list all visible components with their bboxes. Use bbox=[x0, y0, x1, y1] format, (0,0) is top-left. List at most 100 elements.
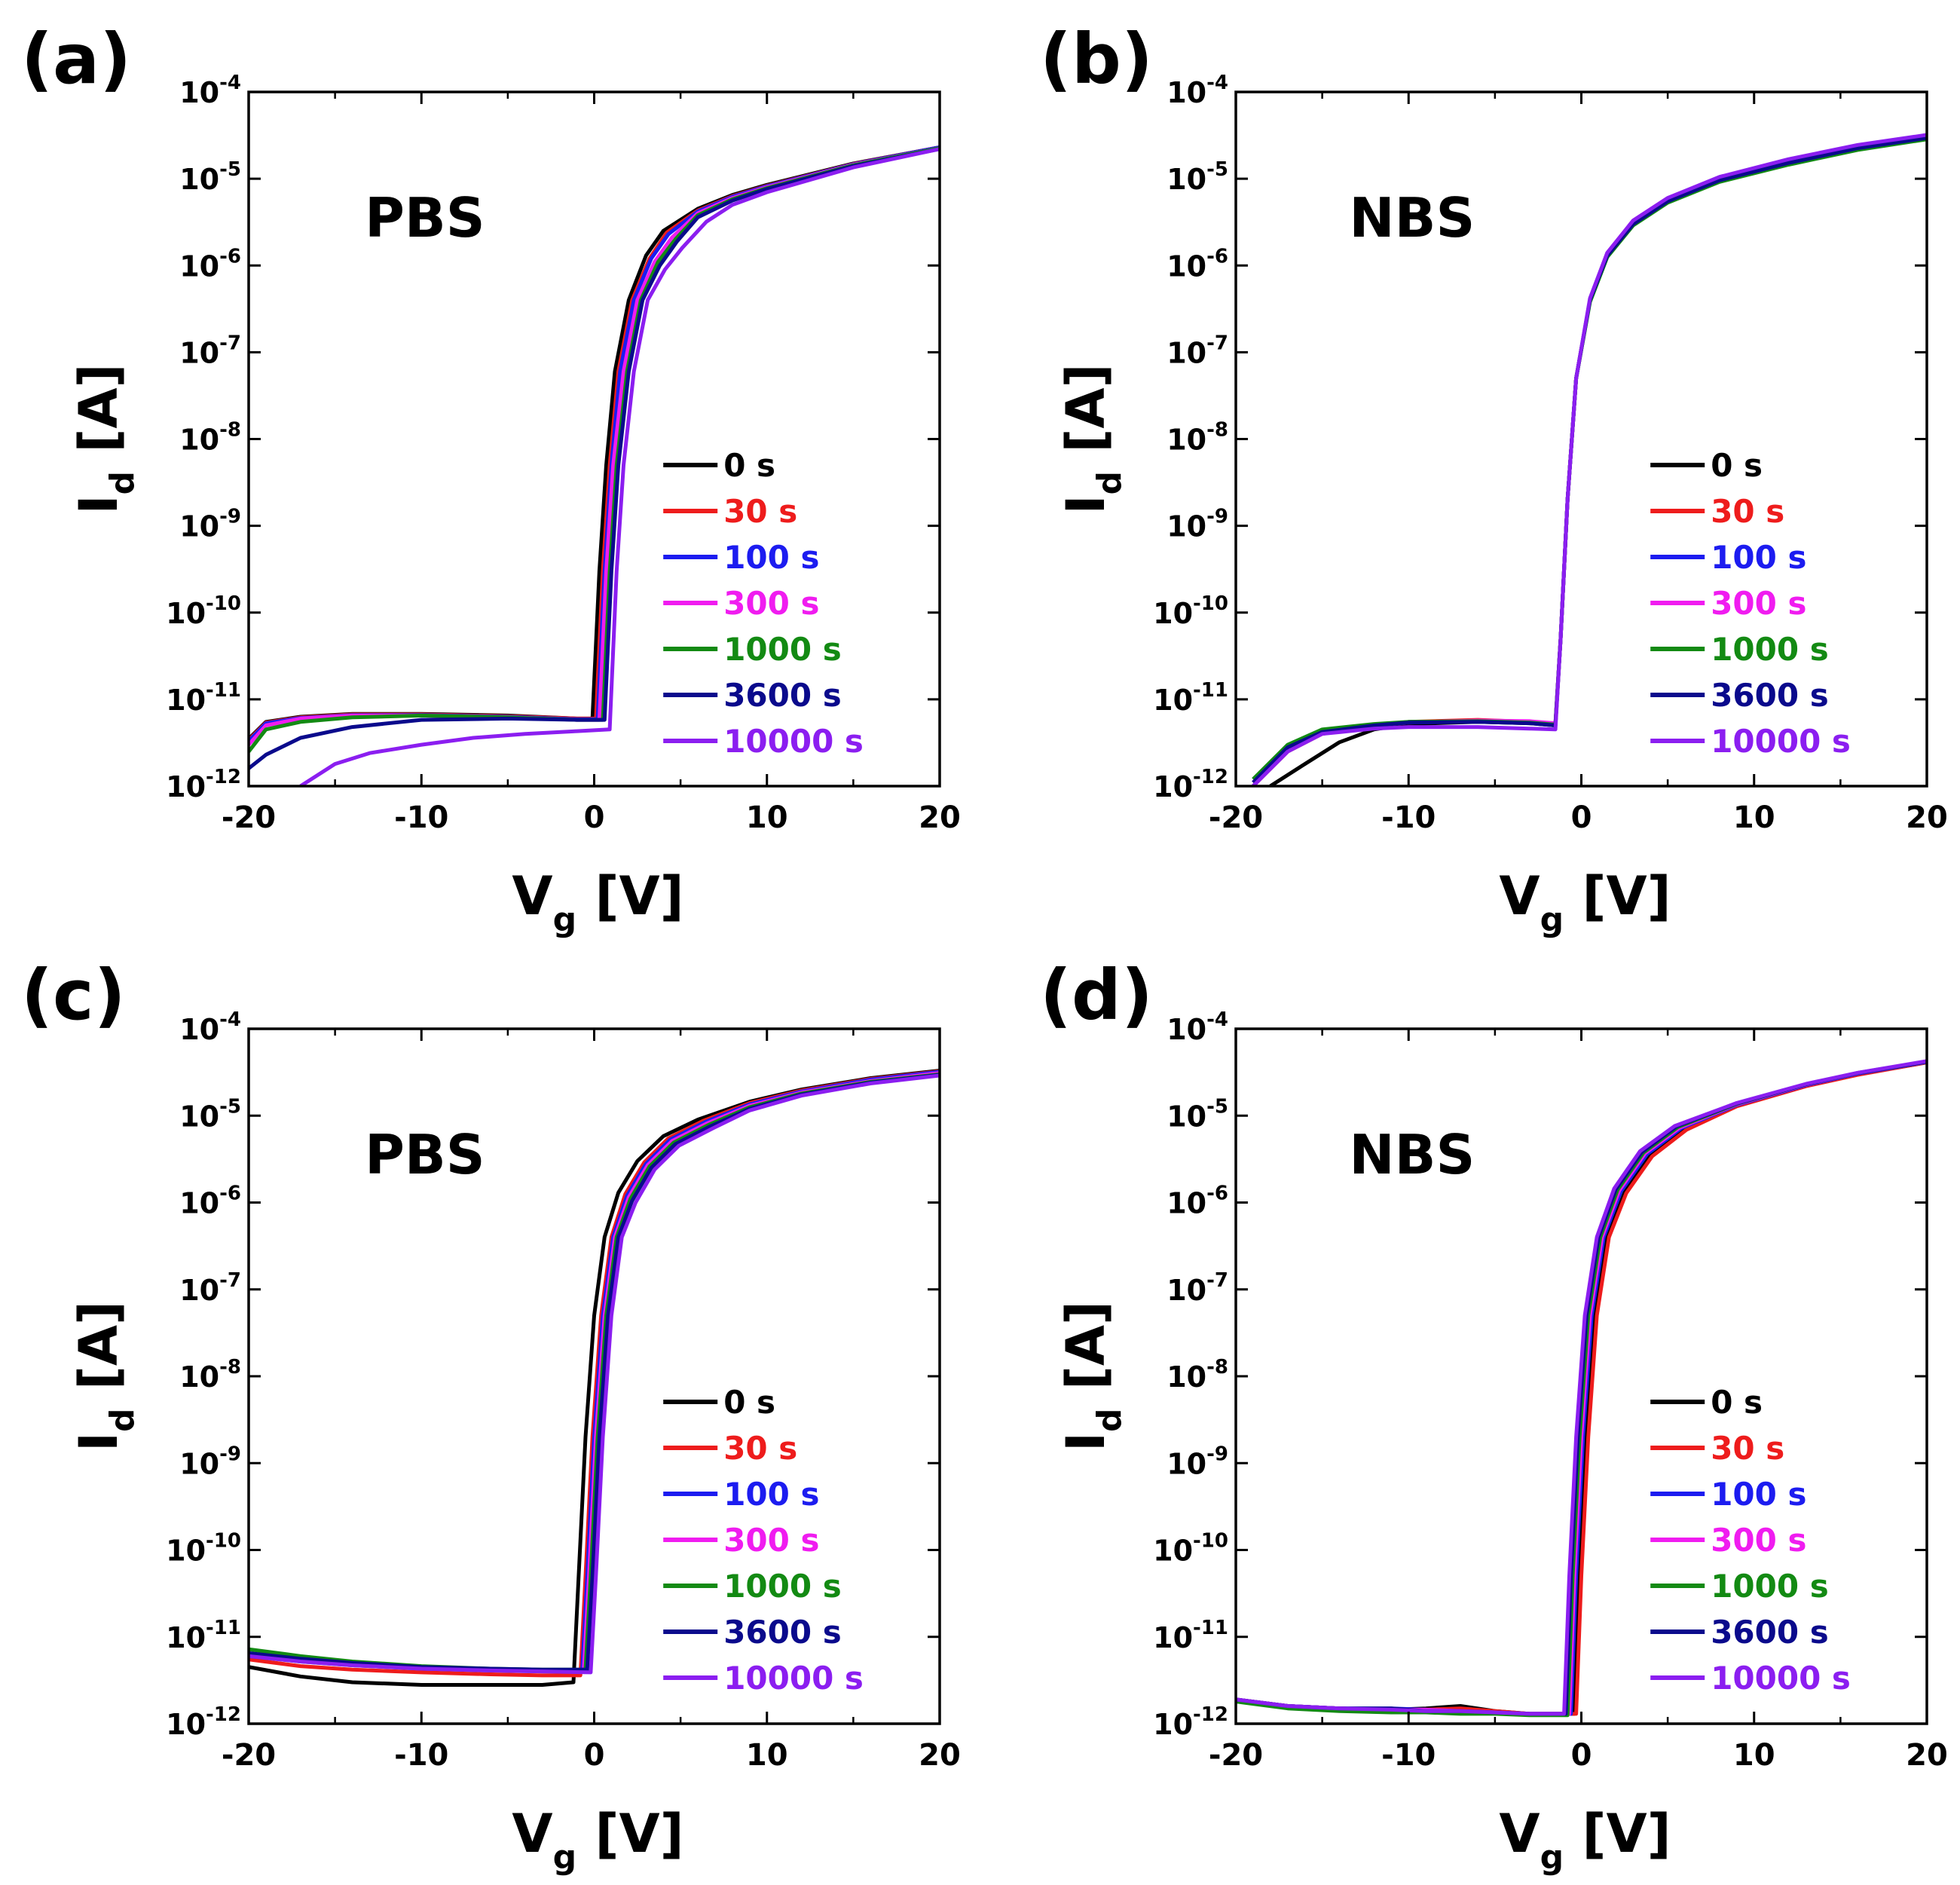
y-tick-base: 10 bbox=[179, 336, 219, 369]
x-tick-label: 20 bbox=[1906, 800, 1948, 835]
chart-annotation: NBS bbox=[1349, 186, 1475, 249]
y-tick-label: 10-6 bbox=[1167, 1183, 1228, 1220]
y-tick-exponent: -11 bbox=[206, 679, 241, 702]
series-group bbox=[1236, 1059, 1927, 1718]
y-tick-base: 10 bbox=[1153, 684, 1193, 717]
y-tick-exponent: -11 bbox=[1193, 1617, 1228, 1639]
y-axis-label: Id [A] bbox=[1055, 1301, 1129, 1452]
y-tick-exponent: -8 bbox=[219, 419, 241, 442]
x-axis-label-sub: g bbox=[1540, 901, 1564, 939]
y-axis-label-unit: [A] bbox=[1055, 1301, 1117, 1409]
legend-label: 0 s bbox=[1711, 1384, 1763, 1421]
y-tick-exponent: -8 bbox=[1206, 1356, 1228, 1379]
panel-label: (b) bbox=[1040, 19, 1153, 99]
legend-label: 0 s bbox=[723, 1384, 775, 1421]
x-tick-label: 10 bbox=[746, 800, 788, 835]
y-tick-base: 10 bbox=[1167, 76, 1206, 109]
y-tick-base: 10 bbox=[1167, 1447, 1206, 1480]
y-tick-base: 10 bbox=[1167, 1274, 1206, 1307]
y-tick-base: 10 bbox=[1153, 770, 1193, 803]
y-tick-exponent: -6 bbox=[1206, 245, 1228, 268]
x-axis-label: Vg [V] bbox=[1499, 1803, 1671, 1877]
series-line-10000s bbox=[1252, 133, 1927, 786]
y-tick-label: 10-7 bbox=[1167, 1269, 1228, 1307]
y-tick-exponent: -4 bbox=[1206, 1008, 1228, 1031]
x-axis-label-unit: [V] bbox=[1564, 865, 1671, 927]
y-tick-exponent: -12 bbox=[1193, 1703, 1228, 1726]
y-tick-exponent: -5 bbox=[1206, 1095, 1228, 1118]
y-tick-exponent: -9 bbox=[1206, 506, 1228, 528]
legend-label: 300 s bbox=[723, 585, 819, 622]
y-tick-label: 10-12 bbox=[1153, 1703, 1228, 1741]
x-tick-label: -20 bbox=[222, 1738, 276, 1773]
series-group bbox=[249, 1069, 940, 1687]
panel-label: (a) bbox=[21, 19, 131, 99]
y-tick-label: 10-7 bbox=[179, 1269, 241, 1307]
y-axis-label-sub: d bbox=[1090, 471, 1129, 495]
legend-label: 300 s bbox=[1711, 1522, 1806, 1559]
series-group bbox=[1252, 133, 1927, 786]
x-tick-label: -10 bbox=[394, 800, 448, 835]
y-tick-exponent: -7 bbox=[219, 1269, 241, 1292]
x-tick-label: 20 bbox=[919, 1738, 961, 1773]
x-axis-label-unit: [V] bbox=[576, 865, 684, 927]
legend-label: 3600 s bbox=[1711, 677, 1829, 714]
y-tick-exponent: -4 bbox=[1206, 72, 1228, 94]
legend-label: 100 s bbox=[1711, 539, 1806, 576]
y-axis-label-sub: d bbox=[1090, 1408, 1129, 1432]
y-tick-base: 10 bbox=[179, 163, 219, 196]
y-tick-label: 10-9 bbox=[179, 506, 241, 543]
y-tick-label: 10-12 bbox=[1153, 766, 1228, 803]
y-tick-exponent: -10 bbox=[206, 1530, 241, 1553]
legend-label: 30 s bbox=[723, 493, 797, 530]
y-tick-label: 10-5 bbox=[179, 158, 241, 196]
y-tick-label: 10-8 bbox=[179, 419, 241, 457]
y-tick-base: 10 bbox=[1153, 1535, 1193, 1568]
y-tick-base: 10 bbox=[179, 1360, 219, 1394]
y-tick-label: 10-11 bbox=[166, 679, 241, 717]
legend-label: 1000 s bbox=[723, 1568, 842, 1605]
y-tick-label: 10-7 bbox=[179, 332, 241, 369]
x-axis-label: Vg [V] bbox=[1499, 865, 1671, 939]
x-tick-label: 20 bbox=[1906, 1738, 1948, 1773]
y-tick-exponent: -6 bbox=[219, 245, 241, 268]
series-line-3600s bbox=[249, 147, 940, 770]
x-tick-label: 0 bbox=[584, 1738, 605, 1773]
y-axis-label-unit: [A] bbox=[68, 1301, 130, 1409]
chart-annotation: PBS bbox=[365, 1123, 485, 1186]
legend-label: 100 s bbox=[1711, 1476, 1806, 1513]
y-tick-base: 10 bbox=[1167, 1187, 1206, 1220]
y-tick-exponent: -11 bbox=[1193, 679, 1228, 702]
y-tick-label: 10-9 bbox=[1167, 506, 1228, 543]
legend-label: 300 s bbox=[723, 1522, 819, 1559]
y-tick-exponent: -11 bbox=[206, 1617, 241, 1639]
y-tick-base: 10 bbox=[1167, 424, 1206, 457]
y-tick-exponent: -7 bbox=[1206, 332, 1228, 354]
y-tick-label: 10-7 bbox=[1167, 332, 1228, 369]
x-tick-label: 10 bbox=[1733, 1738, 1775, 1773]
legend-label: 10000 s bbox=[1711, 723, 1851, 760]
x-tick-label: -10 bbox=[1381, 800, 1436, 835]
y-tick-label: 10-4 bbox=[1167, 72, 1228, 109]
y-tick-base: 10 bbox=[179, 1187, 219, 1220]
y-tick-label: 10-10 bbox=[1153, 1530, 1228, 1568]
series-line-10000s bbox=[249, 1073, 940, 1675]
y-tick-base: 10 bbox=[166, 597, 206, 630]
y-tick-label: 10-4 bbox=[179, 72, 241, 109]
y-tick-label: 10-8 bbox=[1167, 419, 1228, 457]
y-tick-base: 10 bbox=[166, 684, 206, 717]
y-tick-label: 10-8 bbox=[1167, 1356, 1228, 1394]
chart-panel-b: (b)-20 -10 0 10 2010-1210-1110-1010-910-810-… bbox=[1040, 19, 1948, 939]
y-tick-base: 10 bbox=[179, 76, 219, 109]
x-axis-label-sub: g bbox=[1540, 1838, 1564, 1877]
legend-label: 100 s bbox=[723, 1476, 819, 1513]
x-tick-label: 0 bbox=[584, 800, 605, 835]
y-tick-label: 10-12 bbox=[166, 766, 241, 803]
y-tick-label: 10-6 bbox=[179, 245, 241, 283]
y-tick-base: 10 bbox=[1167, 336, 1206, 369]
y-tick-base: 10 bbox=[166, 1535, 206, 1568]
legend-label: 300 s bbox=[1711, 585, 1806, 622]
y-axis-label: Id [A] bbox=[1055, 363, 1129, 514]
x-axis-label-main: V bbox=[512, 865, 552, 927]
y-tick-base: 10 bbox=[1167, 163, 1206, 196]
